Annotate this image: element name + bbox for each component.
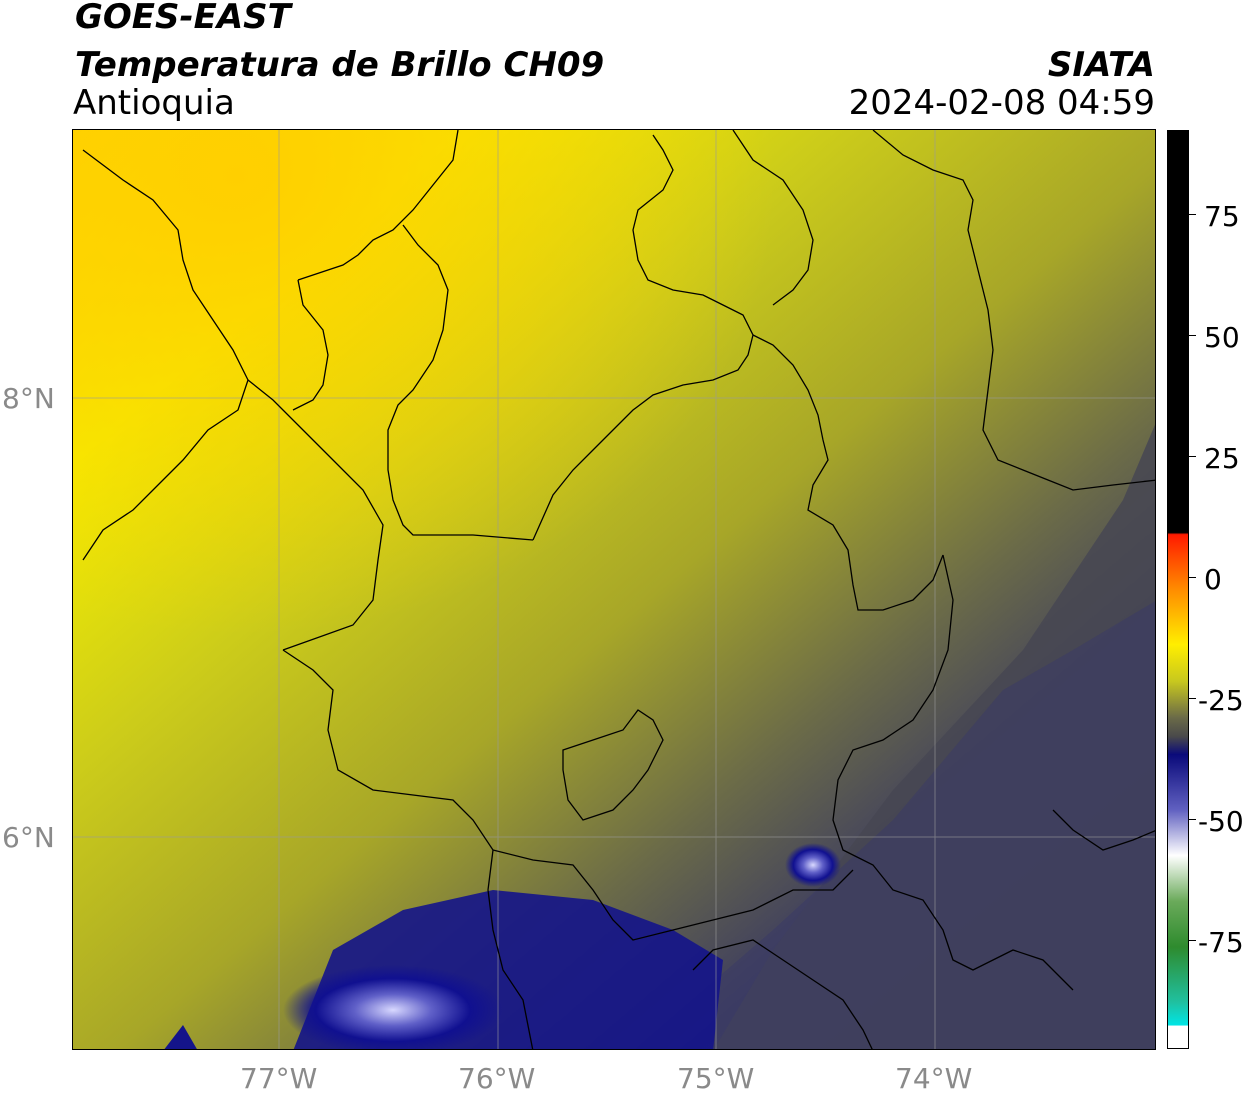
- colorbar-label-minus-25: -25: [1198, 684, 1244, 717]
- timestamp-label: 2024-02-08 04:59: [848, 83, 1155, 123]
- coastline-north: [297, 130, 459, 281]
- lat-label-6n: 6°N: [2, 821, 55, 854]
- antioquia-boundary-north: [387, 224, 534, 541]
- colorbar-tick-minus-75: [1189, 940, 1196, 941]
- colorbar-tick-25: [1189, 456, 1196, 457]
- title-product: Temperatura de Brillo CH09: [75, 45, 605, 85]
- lon-label-75w: 75°W: [677, 1062, 755, 1095]
- department-boundary-south-2: [692, 939, 873, 1049]
- temperature-colorbar: [1167, 130, 1189, 1049]
- colorbar-tick-50: [1189, 335, 1196, 336]
- department-boundary-southeast: [832, 554, 1074, 991]
- lat-label-8n: 8°N: [2, 382, 55, 415]
- colorbar-tick-0: [1189, 577, 1196, 578]
- antioquia-boundary-east: [752, 334, 944, 611]
- organization-label: SIATA: [1047, 45, 1155, 85]
- colorbar-label-0: 0: [1204, 563, 1222, 596]
- colorbar-label-50: 50: [1204, 321, 1240, 354]
- antioquia-boundary-south: [492, 849, 854, 941]
- antioquia-boundary-northeast: [532, 134, 754, 541]
- brightness-temperature-map[interactable]: [72, 129, 1156, 1050]
- colorbar-label-25: 25: [1204, 442, 1240, 475]
- lon-label-77w: 77°W: [240, 1062, 318, 1095]
- region-label: Antioquia: [73, 83, 235, 123]
- colorbar-tick-75: [1189, 214, 1196, 215]
- gulf-of-uraba-coast: [292, 279, 329, 411]
- map-canvas: [73, 130, 1155, 1049]
- coastline-west: [82, 149, 249, 561]
- colorbar-canvas: [1168, 131, 1188, 1048]
- cold-spot-west: [164, 1025, 197, 1049]
- graticule: [73, 130, 1155, 1049]
- colorbar-tick-minus-50: [1189, 819, 1196, 820]
- cold-cloud-core: [283, 965, 503, 1049]
- colorbar-label-75: 75: [1204, 200, 1240, 233]
- antioquia-boundary-uraba: [247, 379, 384, 651]
- cold-cloud-core-east: [785, 843, 841, 887]
- colorbar-tick-minus-25: [1189, 698, 1196, 699]
- title-satellite: GOES-EAST: [75, 0, 291, 37]
- valle-de-aburra-boundary: [562, 709, 664, 821]
- colorbar-label-minus-50: -50: [1198, 805, 1244, 838]
- department-boundary-southeast-2: [1052, 809, 1155, 851]
- antioquia-boundary-west: [282, 649, 534, 1049]
- cold-blue-gray-region: [635, 601, 1155, 1049]
- department-boundary-east: [872, 130, 1155, 491]
- lon-label-76w: 76°W: [458, 1062, 536, 1095]
- boundaries: [82, 130, 1155, 1049]
- colorbar-gradient: [1168, 131, 1188, 1048]
- colorbar-label-minus-75: -75: [1198, 926, 1244, 959]
- lon-label-74w: 74°W: [895, 1062, 973, 1095]
- department-boundary-north: [732, 130, 814, 306]
